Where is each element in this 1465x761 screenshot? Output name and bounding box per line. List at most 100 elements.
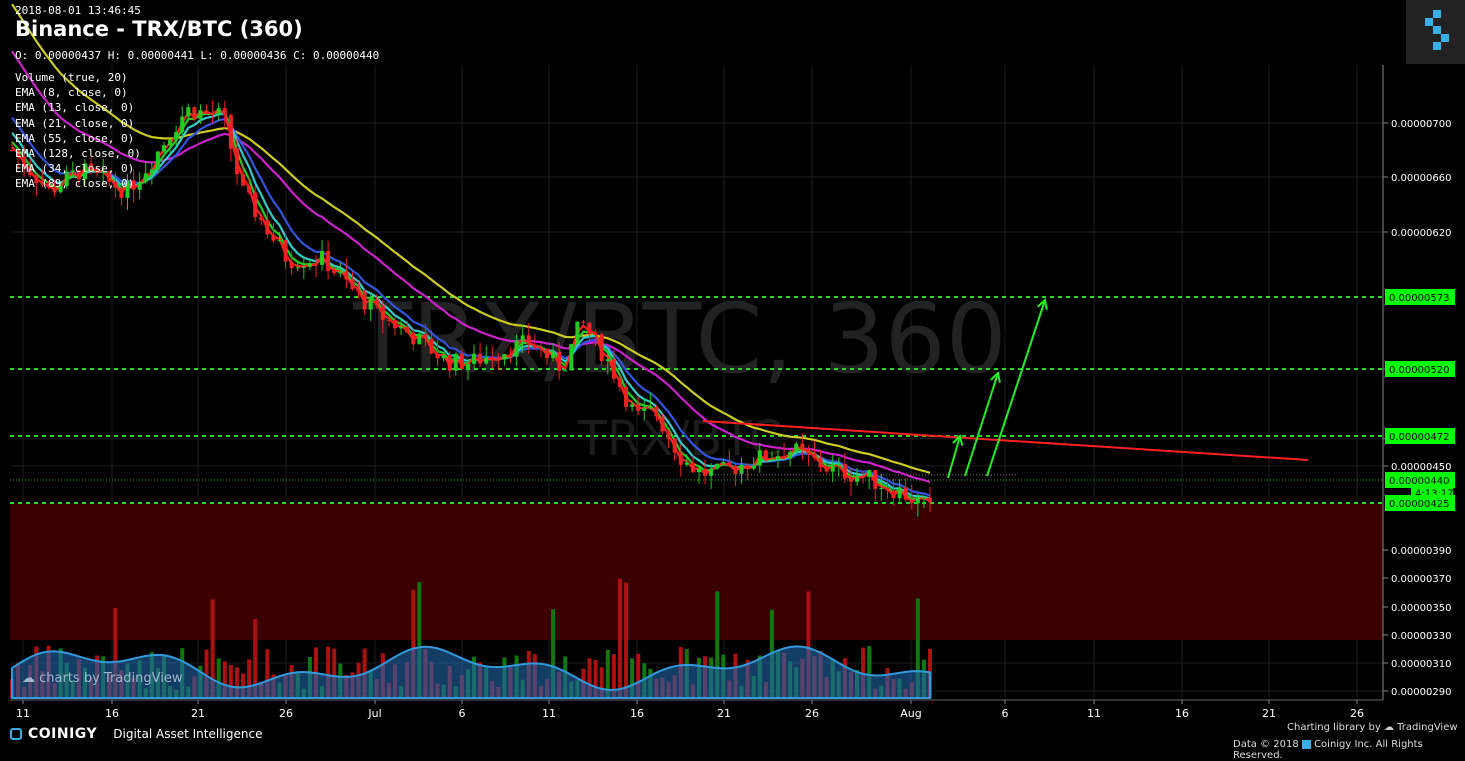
volume-bar bbox=[636, 653, 641, 698]
candle-body bbox=[763, 450, 768, 461]
x-tick-label: 26 bbox=[1350, 707, 1364, 720]
candle-body bbox=[356, 289, 361, 292]
candle-body bbox=[757, 450, 762, 466]
brand-name: COINIGY bbox=[28, 726, 98, 742]
volume-bar bbox=[551, 609, 556, 698]
candle-body bbox=[180, 116, 185, 132]
volume-bar bbox=[587, 658, 592, 698]
candle-body bbox=[362, 291, 367, 310]
x-tick-label: 16 bbox=[1175, 707, 1189, 720]
indicator-volume[interactable]: Volume (true, 20) bbox=[15, 71, 128, 84]
support-zone bbox=[10, 503, 1383, 640]
volume-bar bbox=[241, 673, 246, 698]
volume-bar bbox=[332, 648, 337, 698]
y-tick-label: 0.00000350 bbox=[1391, 603, 1451, 614]
candle-body bbox=[672, 438, 677, 453]
price-label-box bbox=[1385, 289, 1455, 305]
candle-body bbox=[326, 251, 331, 272]
candle-body bbox=[842, 464, 847, 479]
indicator-ema89[interactable]: EMA (89, close, 0) bbox=[15, 177, 135, 191]
indicator-ema55[interactable]: EMA (55, close, 0) bbox=[15, 131, 135, 145]
candle-body bbox=[520, 335, 525, 341]
projection-arrow-head bbox=[1037, 298, 1048, 311]
candle-body bbox=[909, 499, 914, 504]
candle-body bbox=[22, 156, 27, 168]
y-tick-label: 0.00000370 bbox=[1391, 574, 1451, 585]
y-tick-label: 0.00000290 bbox=[1391, 687, 1451, 698]
candle-body bbox=[812, 453, 817, 458]
indicator-ema13[interactable]: EMA (13, close, 0) bbox=[15, 101, 135, 115]
indicator-ema128[interactable]: EMA (128, close, 0) bbox=[15, 147, 141, 161]
volume-bar bbox=[599, 667, 604, 698]
candle-body bbox=[271, 234, 276, 241]
volume-bar bbox=[113, 607, 118, 698]
copyright: Data © 2018 Coinigy Inc. All Rights Rese… bbox=[1233, 739, 1423, 761]
candle-body bbox=[654, 406, 659, 417]
candle-body bbox=[429, 338, 434, 354]
candle-body bbox=[788, 451, 793, 459]
line-ema89 bbox=[11, 50, 931, 484]
candle-body bbox=[745, 464, 750, 469]
volume-bar bbox=[411, 589, 416, 698]
volume-bar bbox=[806, 591, 811, 698]
volume-bar bbox=[222, 661, 227, 698]
x-tick-label: 16 bbox=[105, 707, 119, 720]
candle-body bbox=[186, 107, 191, 117]
coinigy-logo-icon[interactable] bbox=[1406, 0, 1465, 64]
candle-body bbox=[818, 457, 823, 468]
candle-body bbox=[89, 163, 94, 169]
resistance-trendline bbox=[702, 420, 1309, 461]
candle-body bbox=[28, 167, 33, 176]
timestamp: 2018-08-01 13:46:45 bbox=[15, 4, 141, 17]
candle-body bbox=[307, 263, 312, 267]
x-tick-label: 11 bbox=[542, 707, 556, 720]
candle-body bbox=[70, 170, 75, 172]
candle-body bbox=[581, 321, 586, 323]
indicator-ema34[interactable]: EMA (34, close, 0) bbox=[15, 162, 135, 176]
candle-body bbox=[642, 408, 647, 411]
candle-body bbox=[508, 353, 513, 357]
candle-body bbox=[222, 108, 227, 116]
candle-body bbox=[332, 271, 337, 274]
footer-brand: COINIGY Digital Asset Intelligence bbox=[10, 726, 262, 742]
coinigy-mark-icon bbox=[10, 728, 22, 740]
candle-body bbox=[253, 192, 258, 218]
indicator-ema8[interactable]: EMA (8, close, 0) bbox=[15, 86, 128, 100]
chart-title: Binance - TRX/BTC (360) bbox=[15, 17, 303, 41]
charting-credit[interactable]: Charting library by ☁ TradingView bbox=[1287, 722, 1458, 733]
y-tick-label: 0.00000660 bbox=[1391, 173, 1451, 184]
volume-bar bbox=[715, 591, 720, 698]
candle-body bbox=[526, 335, 531, 345]
candle-body bbox=[727, 461, 732, 466]
candle-body bbox=[289, 261, 294, 269]
candle-body bbox=[715, 463, 720, 469]
candle-body bbox=[228, 115, 233, 149]
candle-body bbox=[82, 163, 87, 180]
candle-body bbox=[216, 108, 221, 115]
indicator-ema21[interactable]: EMA (21, close, 0) bbox=[15, 116, 135, 130]
candle-body bbox=[636, 404, 641, 411]
volume-bar bbox=[611, 654, 616, 698]
candle-body bbox=[435, 353, 440, 359]
candle-body bbox=[739, 464, 744, 474]
candle-body bbox=[563, 370, 568, 372]
ohlc-readout: O: 0.00000437 H: 0.00000441 L: 0.0000043… bbox=[15, 49, 380, 62]
candle-body bbox=[472, 353, 477, 364]
candle-body bbox=[703, 468, 708, 476]
candle-body bbox=[344, 271, 349, 280]
candle-body bbox=[198, 110, 203, 119]
candle-body bbox=[557, 351, 562, 371]
candle-body bbox=[921, 497, 926, 499]
candle-body bbox=[611, 359, 616, 379]
candle-body bbox=[259, 217, 264, 221]
candle-body bbox=[204, 110, 209, 113]
candle-body bbox=[399, 326, 404, 329]
candle-body bbox=[234, 148, 239, 175]
candle-body bbox=[721, 461, 726, 464]
candle-body bbox=[453, 353, 458, 371]
candle-body bbox=[320, 251, 325, 265]
watermark-main: TRX/BTC, 360 bbox=[352, 283, 1007, 395]
indicator-legend: Volume (true, 20) EMA (8, close, 0) EMA … bbox=[15, 70, 141, 192]
x-tick-label: 21 bbox=[191, 707, 205, 720]
